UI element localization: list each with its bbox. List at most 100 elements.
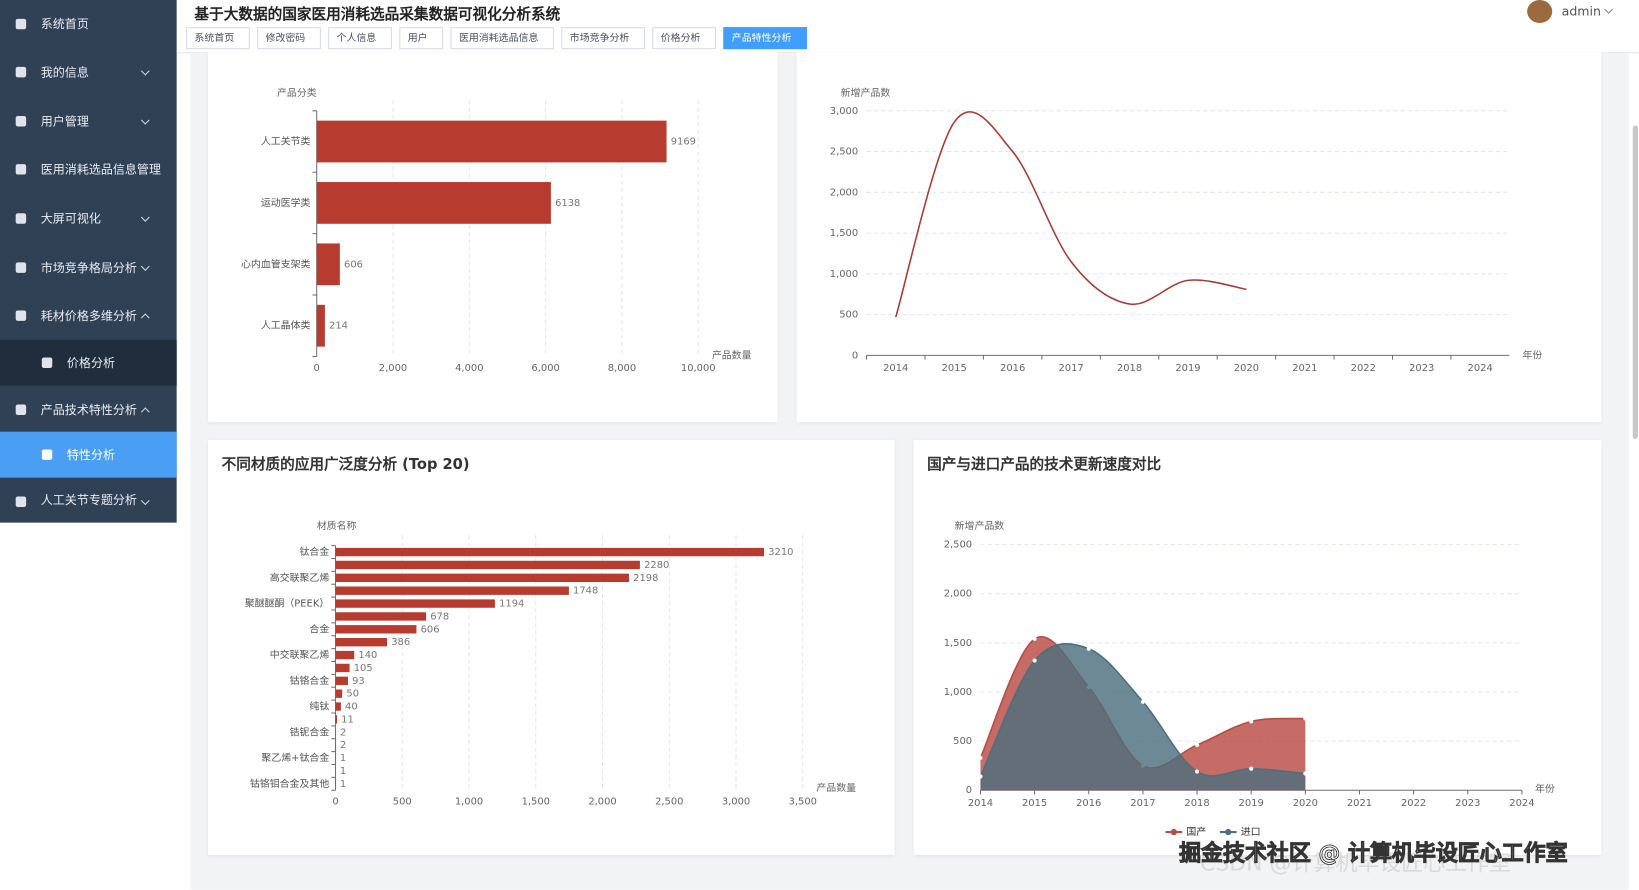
x-tick-label: 2022 xyxy=(1351,363,1376,374)
value-label: 2198 xyxy=(633,573,658,584)
menu-label: 产品技术特性分析 xyxy=(40,402,137,418)
x-tick-label: 2020 xyxy=(1293,798,1318,809)
menu-item[interactable]: 医用消耗选品信息管理 xyxy=(0,145,177,193)
value-label: 140 xyxy=(358,650,377,661)
point xyxy=(1303,771,1308,776)
y-tick-label: 心内血管支架类 xyxy=(241,257,311,270)
user-caret xyxy=(1604,4,1614,14)
menu-subitem-active[interactable]: 特性分析 xyxy=(0,431,177,478)
y-tick-label: 聚醚醚酮（PEEK） xyxy=(245,597,330,610)
tab-active[interactable]: 产品特性分析 xyxy=(723,27,808,50)
bar xyxy=(335,573,629,583)
y-tick-label: 高交联聚乙烯 xyxy=(270,571,330,584)
y-tick-label: 钴铬钼合金及其他 xyxy=(250,777,329,790)
bar xyxy=(335,638,388,647)
menu-label: 人工关节专题分析 xyxy=(40,492,137,507)
y-tick-label: 锆铌合金 xyxy=(290,725,330,738)
menu-item[interactable]: 耗材价格多维分析 xyxy=(0,292,177,340)
value-label: 93 xyxy=(352,676,365,687)
tab[interactable]: 市场竞争分析 xyxy=(561,27,646,50)
bar xyxy=(335,599,495,608)
y-tick-label: 合金 xyxy=(309,622,329,635)
y-tick-label: 人工关节类 xyxy=(261,135,311,148)
value-label: 3210 xyxy=(768,547,793,558)
panel: 产品分类 产品数量 0 2,000 4,000 6,000 8,000 10,000 人工关节类… xyxy=(208,52,778,423)
point xyxy=(1194,742,1200,748)
x-tick-label: 2016 xyxy=(1000,363,1025,374)
user-name[interactable]: admin xyxy=(1561,4,1601,19)
x-tick-label: 4,000 xyxy=(455,363,483,374)
bar xyxy=(335,625,417,634)
y-axis-label: 新增产品数 xyxy=(841,86,891,99)
x-tick-label: 2016 xyxy=(1076,798,1101,809)
menu-item[interactable]: 市场竞争格局分析 xyxy=(0,244,177,292)
menu-item[interactable]: 我的信息 xyxy=(0,48,177,96)
y-tick-label: 聚乙烯+钛合金 xyxy=(261,751,329,764)
point xyxy=(1303,716,1308,721)
x-axis-label: 产品数量 xyxy=(816,781,856,794)
menu-label: 特性分析 xyxy=(66,447,115,463)
page-title: 基于大数据的国家医用消耗选品采集数据可视化分析系统 xyxy=(194,6,561,23)
watermark: 掘金技术社区 @ 计算机毕设匠心工作室 xyxy=(1179,840,1568,866)
tab[interactable]: 系统首页 xyxy=(186,27,250,50)
value-label: 1 xyxy=(340,779,346,790)
point xyxy=(978,755,983,760)
menu-item[interactable]: 人工关节专题分析 xyxy=(0,478,177,523)
x-axis-label: 年份 xyxy=(1535,782,1555,795)
scrollbar[interactable] xyxy=(1632,125,1638,440)
panel: 国产与进口产品的技术更新速度对比 新增产品数 年份 0 500 1,000 1,500 2,0… xyxy=(913,440,1602,856)
point xyxy=(1032,636,1037,642)
y-axis-label: 产品分类 xyxy=(277,86,317,99)
x-tick-label: 2015 xyxy=(942,363,967,374)
x-tick-label: 2021 xyxy=(1292,363,1317,374)
y-tick-label: 500 xyxy=(953,736,972,747)
legend-swatch xyxy=(1170,828,1177,836)
point xyxy=(1249,719,1254,724)
legend-label: 进口 xyxy=(1241,826,1261,838)
tab[interactable]: 医用消耗选品信息 xyxy=(450,27,555,50)
menu-item[interactable]: 大屏可视化 xyxy=(0,194,177,242)
value-label: 386 xyxy=(391,637,410,648)
y-tick-label: 钛合金 xyxy=(299,545,329,558)
value-label: 2280 xyxy=(644,560,669,571)
x-tick-label: 2017 xyxy=(1058,363,1083,374)
x-tick-label: 2024 xyxy=(1509,798,1534,809)
x-tick-label: 8,000 xyxy=(608,363,636,374)
menu-item[interactable]: 用户管理 xyxy=(0,97,177,145)
x-tick-label: 2018 xyxy=(1117,363,1142,374)
bar xyxy=(335,586,569,595)
y-tick-label: 0 xyxy=(966,785,972,796)
menu-item[interactable]: 系统首页 xyxy=(0,0,177,48)
value-label: 9169 xyxy=(671,137,696,148)
menu-label: 医用消耗选品信息管理 xyxy=(40,162,161,177)
line xyxy=(979,643,1306,777)
y-tick-label: 钴铬合金 xyxy=(290,674,330,687)
menu-label: 大屏可视化 xyxy=(40,211,101,226)
value-label: 40 xyxy=(345,702,358,713)
avatar[interactable] xyxy=(1527,0,1553,23)
bar xyxy=(316,120,667,163)
tab[interactable]: 用户 xyxy=(399,27,444,50)
value-label: 1 xyxy=(340,753,346,764)
y-tick-label: 中交联聚乙烯 xyxy=(270,648,330,661)
value-label: 105 xyxy=(354,663,373,674)
tab[interactable]: 修改密码 xyxy=(257,27,321,50)
value-label: 6138 xyxy=(555,198,580,209)
x-tick-label: 10,000 xyxy=(681,363,716,374)
y-tick-label: 500 xyxy=(839,310,858,321)
tab[interactable]: 个人信息 xyxy=(328,27,393,50)
value-label: 50 xyxy=(346,689,359,700)
area xyxy=(980,643,1306,791)
menu-item[interactable]: 产品技术特性分析 xyxy=(0,386,177,434)
menu-subitem[interactable]: 价格分析 xyxy=(0,339,177,386)
x-tick-label: 2023 xyxy=(1455,798,1480,809)
y-tick-label: 1,000 xyxy=(944,687,972,698)
line xyxy=(895,111,1247,318)
y-tick-label: 2,000 xyxy=(944,589,972,600)
tab[interactable]: 价格分析 xyxy=(652,27,717,50)
value-label: 1 xyxy=(340,766,346,777)
bar xyxy=(335,702,341,711)
